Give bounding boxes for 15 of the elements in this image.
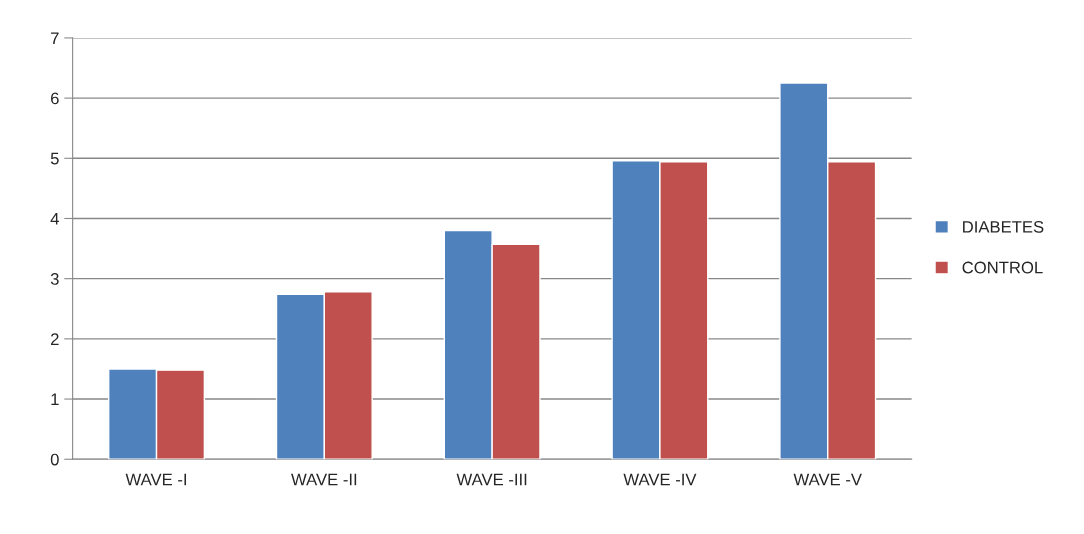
y-tick-label: 4 (50, 213, 59, 225)
x-tick-label: WAVE -II (291, 473, 357, 486)
x-tick-label: WAVE -I (125, 473, 187, 486)
y-tick-label: 1 (51, 393, 59, 406)
legend-label: CONTROL (962, 261, 1043, 274)
x-tick-label: WAVE -III (456, 473, 527, 486)
y-tick-label: 3 (50, 273, 59, 285)
y-tick-label: 2 (51, 333, 59, 345)
x-tick-label: WAVE -IV (623, 473, 697, 486)
legend-label: DIABETES (963, 220, 1044, 233)
y-tick-label: 6 (51, 92, 59, 105)
y-tick-label: 0 (50, 453, 59, 466)
y-tick-label: 7 (51, 32, 59, 44)
y-tick-label: 5 (50, 152, 59, 165)
x-tick-label: WAVE -V (793, 473, 862, 486)
